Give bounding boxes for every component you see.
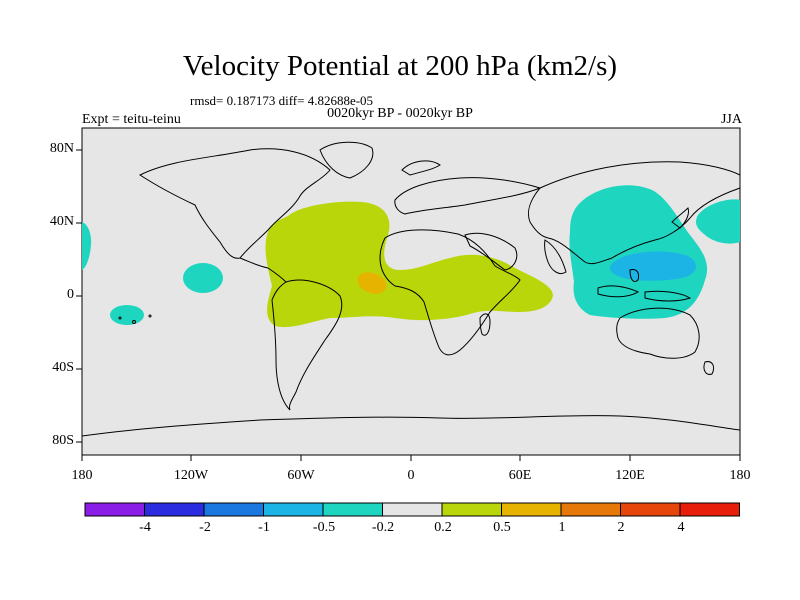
lat-label-40n: 40N xyxy=(49,214,74,229)
colorbar-swatch xyxy=(560,502,621,517)
period-label: 0020kyr BP - 0020kyr BP xyxy=(327,106,473,121)
colorbar-swatch xyxy=(263,502,324,517)
colorbar-label: 0.5 xyxy=(493,520,511,535)
colorbar-label: -0.2 xyxy=(371,520,395,535)
colorbar-label: -4 xyxy=(139,520,151,535)
negative-anomaly-region-east xyxy=(696,199,740,244)
negative-core-region xyxy=(609,251,696,281)
colorbar-swatch xyxy=(501,502,562,517)
positive-anomaly-region xyxy=(265,201,553,328)
plot-title: Velocity Potential at 200 hPa (km2/s) xyxy=(182,50,618,82)
experiment-label: Expt = teitu-teinu xyxy=(82,112,181,127)
negative-anomaly-region-south-pacific xyxy=(110,305,144,325)
negative-anomaly-region xyxy=(569,185,708,319)
contour-fills xyxy=(82,185,740,328)
colorbar-swatch xyxy=(203,502,264,517)
lon-label-60w: 60W xyxy=(287,468,315,483)
lon-label-120w: 120W xyxy=(173,468,209,483)
colorbar-swatch xyxy=(322,502,383,517)
colorbar-label: -0.5 xyxy=(312,520,336,535)
lat-label-80s: 80S xyxy=(52,433,74,448)
colorbar-swatch xyxy=(144,502,205,517)
colorbar-swatch xyxy=(84,502,145,517)
negative-anomaly-region-west-edge xyxy=(82,222,92,270)
stats-line: rmsd= 0.187173 diff= 4.82688e-05 xyxy=(190,93,374,108)
lon-label-180w: 180 xyxy=(71,468,93,483)
lon-label-120e: 120E xyxy=(615,468,645,483)
lon-label-180e: 180 xyxy=(729,468,751,483)
coastlines xyxy=(81,141,741,437)
colorbar xyxy=(84,502,740,517)
negative-anomaly-region-pacific xyxy=(183,263,223,293)
colorbar-swatch xyxy=(382,502,443,517)
lat-label-eq: 0 xyxy=(67,287,74,302)
lat-label-40s: 40S xyxy=(52,360,74,375)
colorbar-label: 4 xyxy=(677,520,685,535)
colorbar-label: 2 xyxy=(617,520,625,535)
colorbar-label: 1 xyxy=(558,520,566,535)
colorbar-label: -2 xyxy=(199,520,211,535)
map-axes xyxy=(76,149,741,461)
season-label: JJA xyxy=(720,112,742,127)
lon-label-0: 0 xyxy=(407,468,415,483)
colorbar-swatch xyxy=(441,502,502,517)
lat-label-80n: 80N xyxy=(49,141,74,156)
colorbar-label: -1 xyxy=(258,520,270,535)
colorbar-label: 0.2 xyxy=(434,520,452,535)
positive-core-region xyxy=(357,272,387,294)
colorbar-swatch xyxy=(679,502,740,517)
colorbar-swatch xyxy=(620,502,681,517)
lon-label-60e: 60E xyxy=(508,468,532,483)
